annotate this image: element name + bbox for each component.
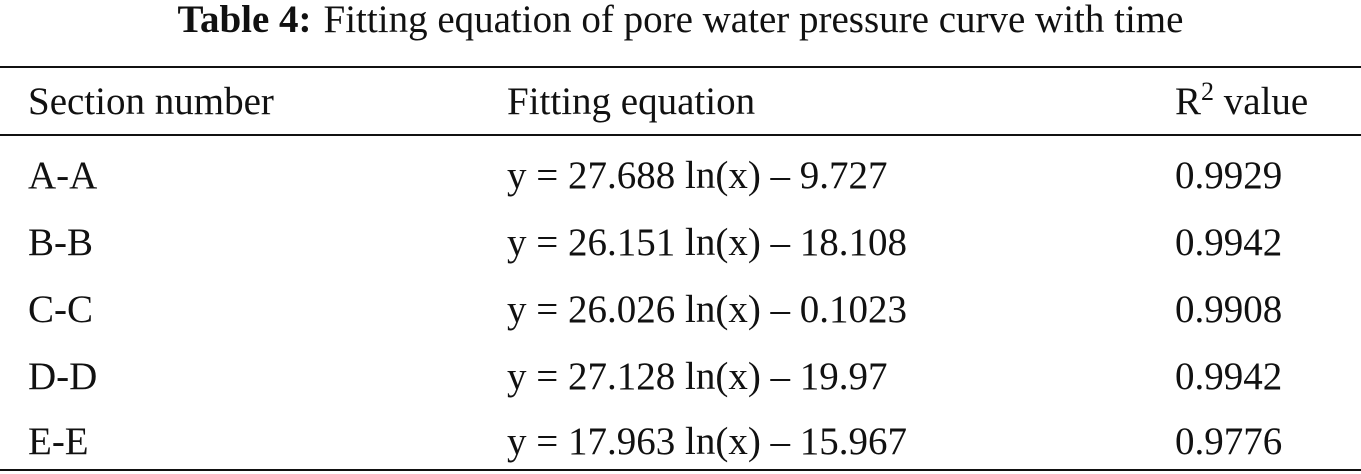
- header-rule: [0, 134, 1361, 136]
- header-symbol: R: [1175, 80, 1202, 123]
- header-superscript: 2: [1201, 77, 1215, 106]
- table-caption: Table 4: Fitting equation of pore water p…: [0, 0, 1361, 40]
- header-cell: Section number: [28, 80, 274, 123]
- table-cell: D-D: [28, 355, 98, 398]
- caption-label: Table 4:: [177, 0, 312, 41]
- table-cell: y = 26.151 ln(x) – 18.108: [507, 221, 908, 264]
- table-cell: 0.9929: [1175, 154, 1283, 197]
- table-cell: E-E: [28, 420, 89, 463]
- header-cell: R2 value: [1175, 77, 1309, 124]
- bottom-rule: [0, 469, 1361, 471]
- table-cell: A-A: [28, 154, 98, 197]
- table-cell: 0.9942: [1175, 355, 1283, 398]
- table-cell: B-B: [28, 221, 94, 264]
- table-cell: y = 17.963 ln(x) – 15.967: [507, 420, 908, 463]
- table-cell: y = 27.688 ln(x) – 9.727: [507, 154, 888, 197]
- table-cell: C-C: [28, 288, 94, 331]
- table-cell: 0.9908: [1175, 288, 1283, 331]
- table-cell: y = 27.128 ln(x) – 19.97: [507, 355, 888, 398]
- header-cell: Fitting equation: [507, 80, 756, 123]
- caption-title: Fitting equation of pore water pressure …: [323, 0, 1184, 41]
- header-text: value: [1223, 80, 1309, 123]
- top-rule: [0, 66, 1361, 68]
- table-cell: 0.9942: [1175, 221, 1283, 264]
- table-cell: y = 26.026 ln(x) – 0.1023: [507, 288, 908, 331]
- table-cell: 0.9776: [1175, 420, 1283, 463]
